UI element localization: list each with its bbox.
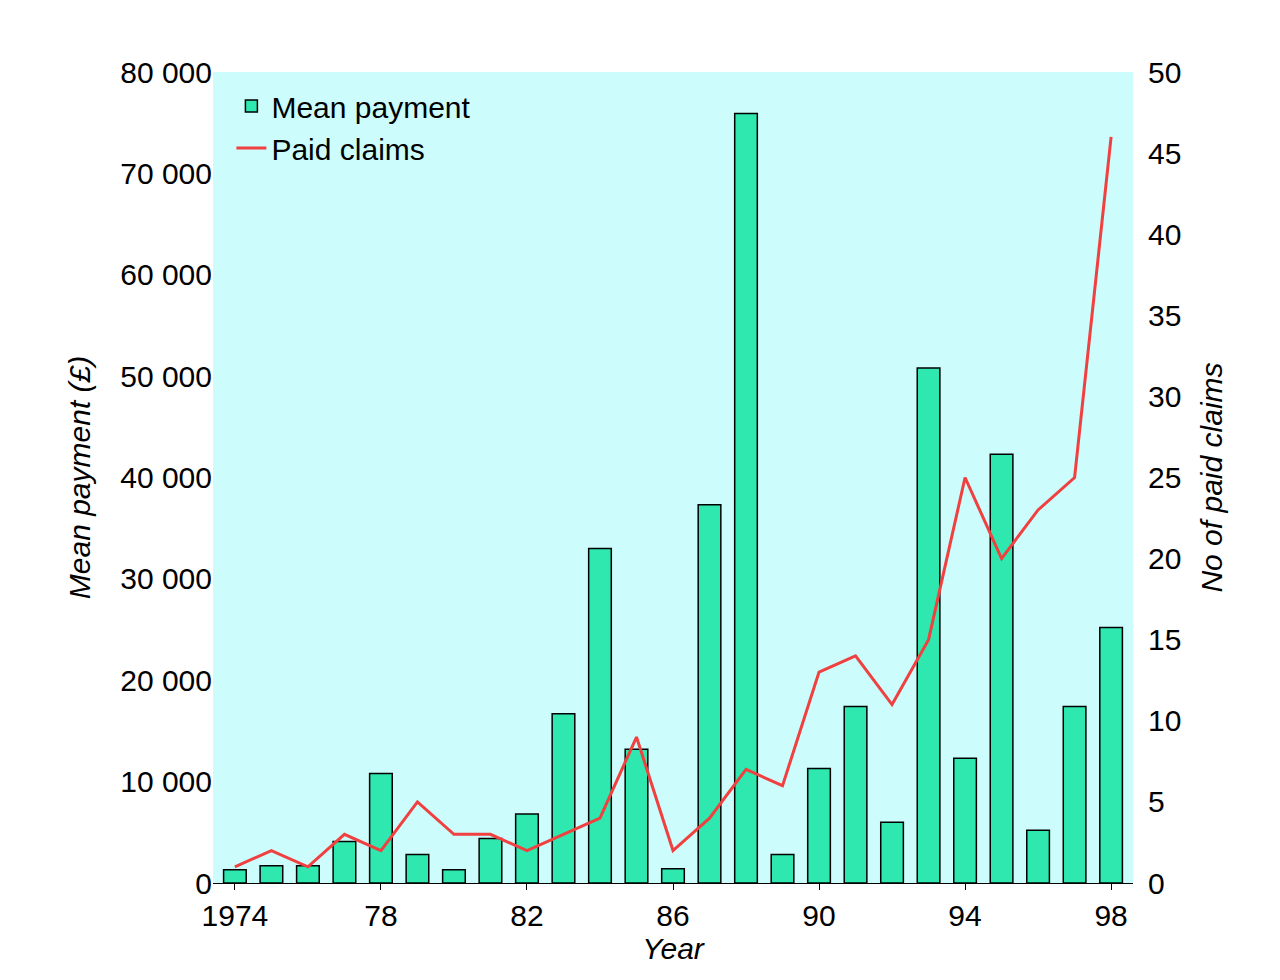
svg-text:98: 98 xyxy=(1094,899,1127,932)
svg-text:20 000: 20 000 xyxy=(120,664,212,697)
svg-text:10: 10 xyxy=(1148,704,1181,737)
svg-text:50: 50 xyxy=(1148,56,1181,89)
svg-text:60 000: 60 000 xyxy=(120,258,212,291)
svg-text:Mean payment (£): Mean payment (£) xyxy=(63,356,96,599)
svg-text:5: 5 xyxy=(1148,785,1165,818)
svg-text:Year: Year xyxy=(642,932,705,965)
svg-text:80 000: 80 000 xyxy=(120,56,212,89)
svg-text:70 000: 70 000 xyxy=(120,157,212,190)
svg-text:Paid claims: Paid claims xyxy=(271,133,424,166)
svg-text:82: 82 xyxy=(510,899,543,932)
svg-text:15: 15 xyxy=(1148,623,1181,656)
svg-text:No of paid claims: No of paid claims xyxy=(1195,362,1228,592)
svg-text:40: 40 xyxy=(1148,218,1181,251)
svg-text:50 000: 50 000 xyxy=(120,360,212,393)
svg-text:40 000: 40 000 xyxy=(120,461,212,494)
svg-text:30: 30 xyxy=(1148,380,1181,413)
svg-text:35: 35 xyxy=(1148,299,1181,332)
svg-text:0: 0 xyxy=(1148,867,1165,900)
svg-text:10 000: 10 000 xyxy=(120,765,212,798)
svg-text:94: 94 xyxy=(948,899,981,932)
svg-text:Mean payment: Mean payment xyxy=(271,91,470,124)
svg-text:90: 90 xyxy=(802,899,835,932)
svg-text:86: 86 xyxy=(656,899,689,932)
svg-text:25: 25 xyxy=(1148,461,1181,494)
svg-text:78: 78 xyxy=(364,899,397,932)
svg-text:20: 20 xyxy=(1148,542,1181,575)
svg-text:45: 45 xyxy=(1148,137,1181,170)
svg-text:30 000: 30 000 xyxy=(120,562,212,595)
svg-text:0: 0 xyxy=(195,867,212,900)
svg-text:1974: 1974 xyxy=(202,899,269,932)
